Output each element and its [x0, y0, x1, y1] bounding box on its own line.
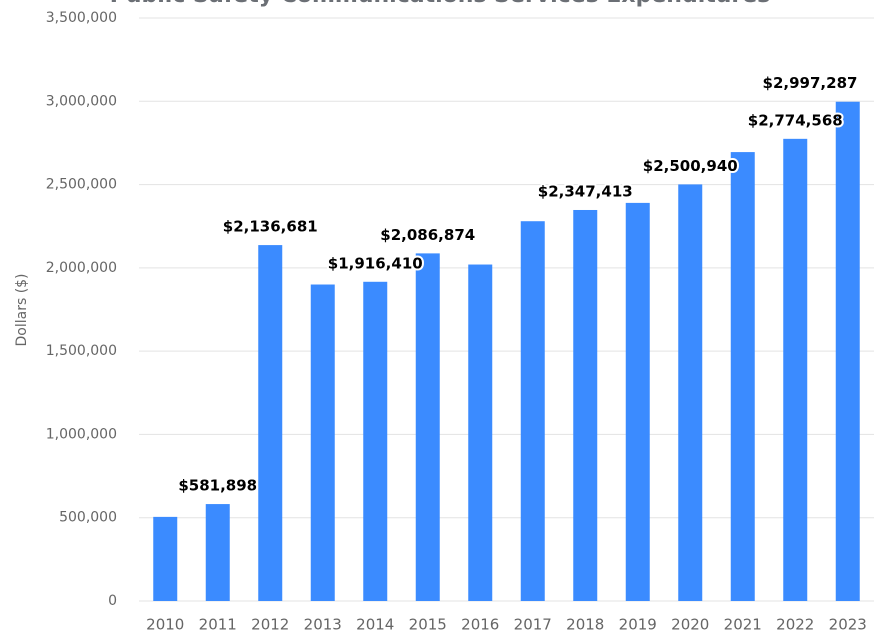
bar: [310, 284, 335, 601]
x-tick-label: 2010: [146, 616, 184, 634]
data-label: $2,500,940: [643, 157, 738, 175]
x-tick-label: 2022: [776, 616, 814, 634]
bar: [205, 504, 230, 601]
bar: [835, 101, 860, 602]
y-axis-label: Dollars ($): [14, 273, 30, 346]
data-label: $2,774,568: [748, 111, 843, 129]
x-tick-label: 2011: [199, 616, 237, 634]
x-tick-label: 2020: [671, 616, 709, 634]
y-tick-label: 2,500,000: [46, 177, 117, 193]
y-tick-label: 500,000: [59, 510, 117, 526]
y-tick-label: 2,000,000: [46, 260, 117, 276]
x-tick-label: 2015: [409, 616, 447, 634]
data-label: $2,347,413: [538, 182, 633, 200]
y-tick-label: 0: [108, 593, 117, 609]
x-tick-label: 2018: [566, 616, 604, 634]
x-tick-label: 2012: [251, 616, 289, 634]
y-tick-label: 1,500,000: [46, 343, 117, 359]
x-tick-label: 2014: [356, 616, 394, 634]
data-label: $581,898: [178, 477, 257, 495]
x-tick-label: 2023: [829, 616, 867, 634]
bar: [678, 184, 703, 601]
bar: [363, 281, 388, 601]
x-tick-label: 2021: [724, 616, 762, 634]
x-tick-label: 2019: [619, 616, 657, 634]
y-tick-label: 3,000,000: [46, 93, 117, 109]
bar: [258, 245, 283, 601]
x-tick-label: 2013: [304, 616, 342, 634]
y-tick-label: 3,500,000: [46, 10, 117, 26]
data-label: $2,997,287: [763, 74, 858, 92]
bar: [573, 209, 598, 601]
bar: [468, 264, 493, 601]
bar: [415, 253, 440, 601]
bar: [153, 516, 178, 601]
y-tick-label: 1,000,000: [46, 426, 117, 442]
x-tick-label: 2017: [514, 616, 552, 634]
bar: [783, 138, 808, 601]
bar: [730, 152, 755, 601]
data-label: $2,086,874: [380, 226, 475, 244]
x-tick-label: 2016: [461, 616, 499, 634]
bar: [520, 221, 545, 601]
data-label: $2,136,681: [223, 218, 318, 236]
chart-title: Public Safety Communications Services Ex…: [110, 0, 771, 8]
data-label: $1,916,410: [328, 254, 423, 272]
bar: [625, 202, 650, 601]
